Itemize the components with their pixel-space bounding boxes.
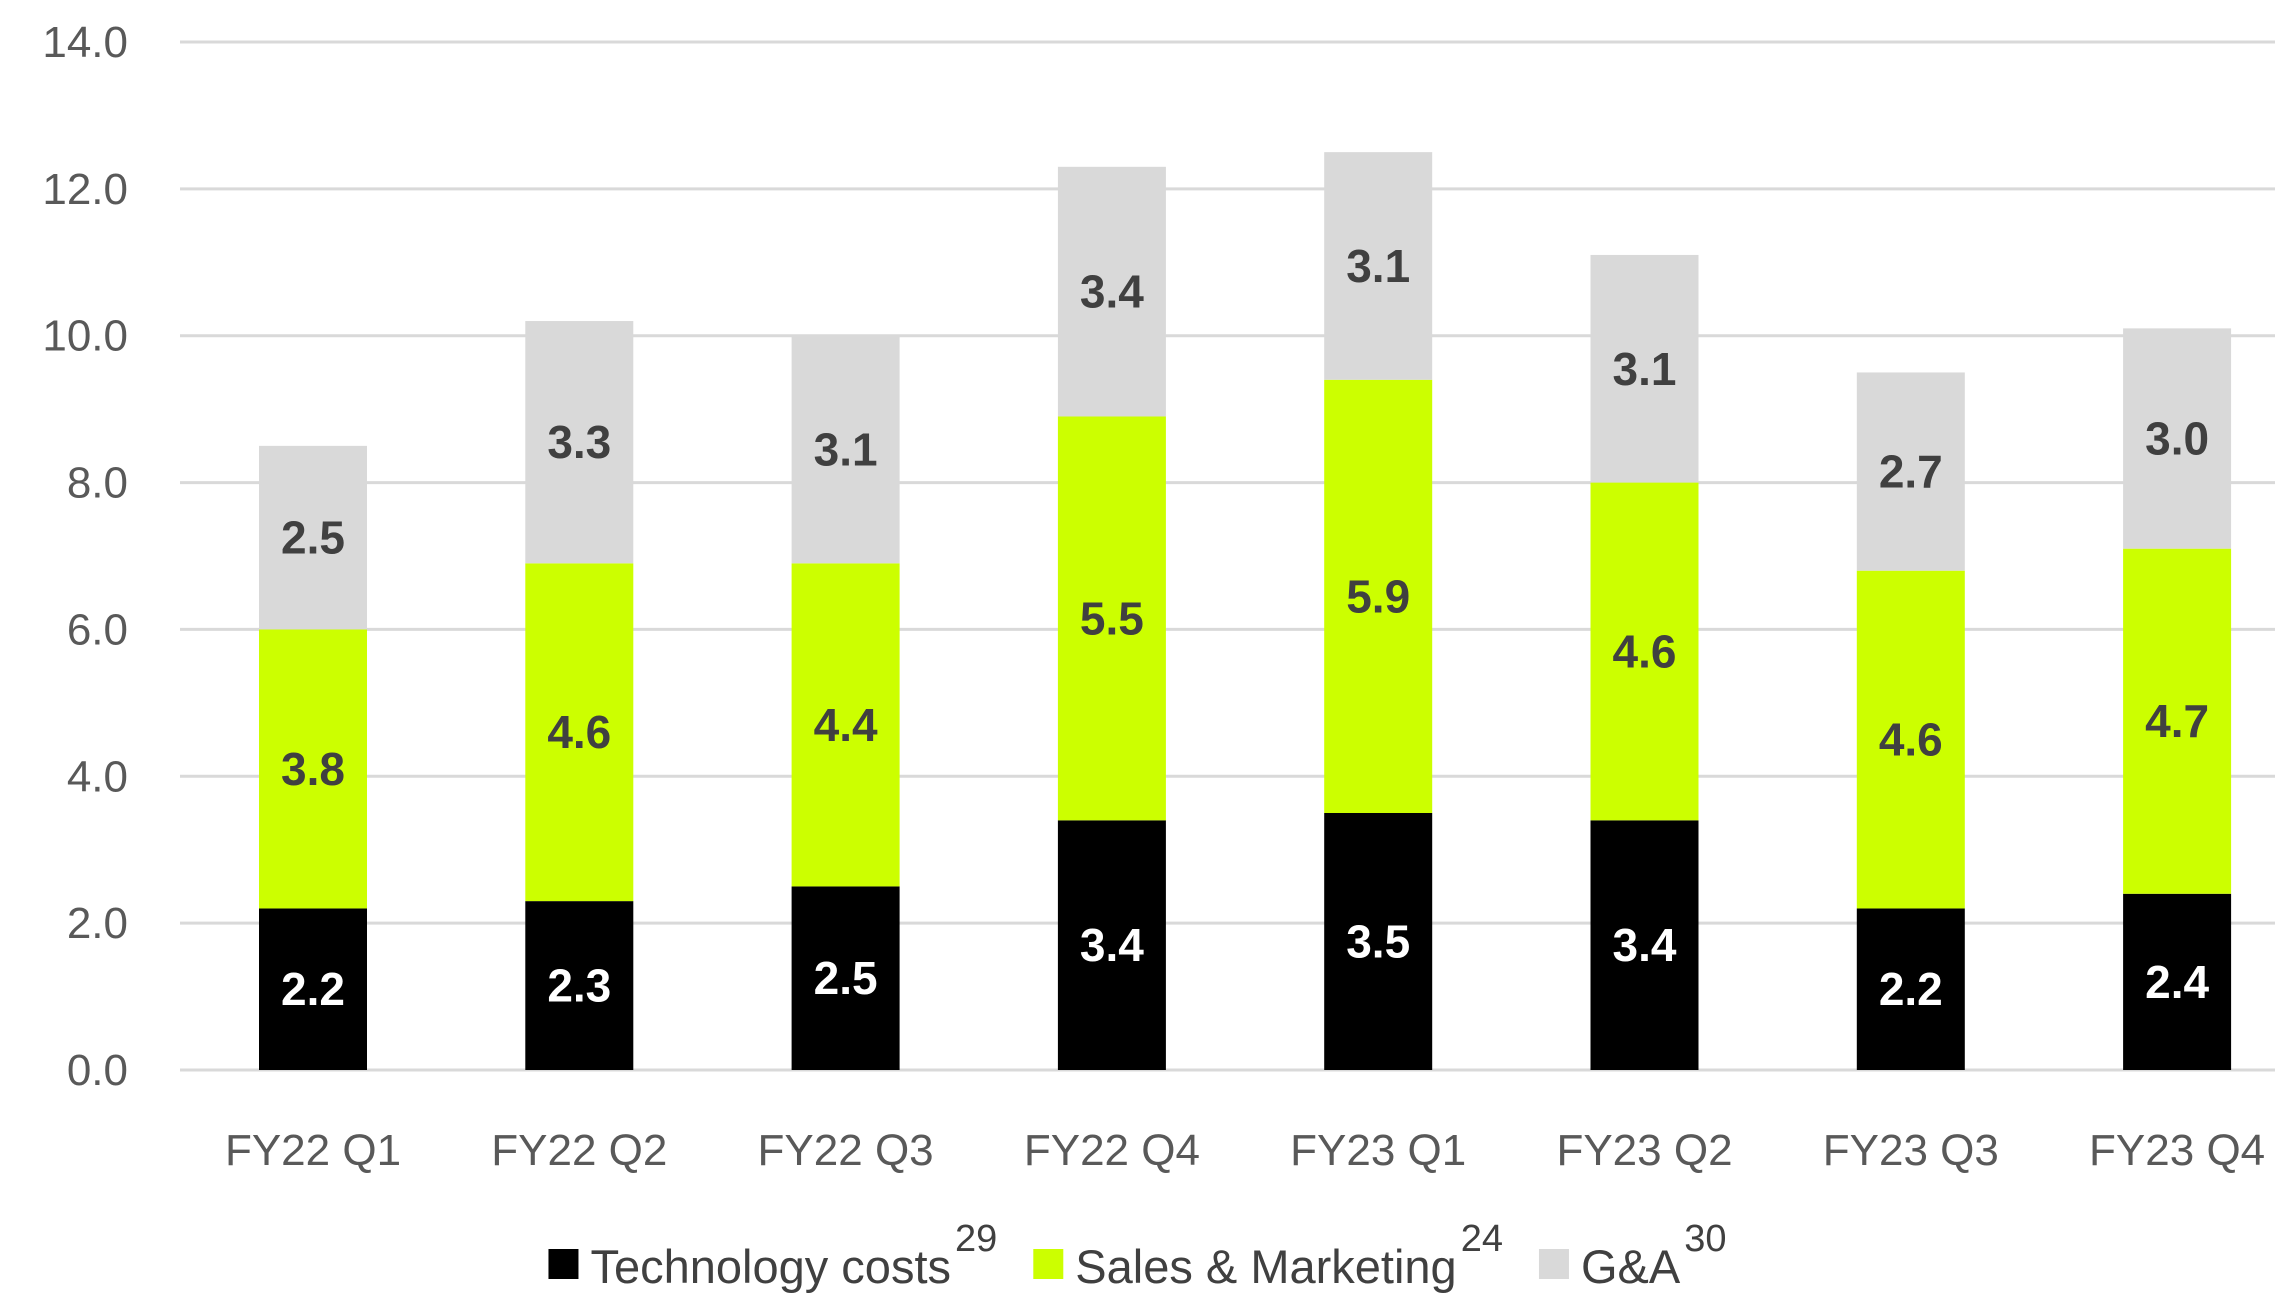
bar-segment <box>259 445 367 630</box>
data-label: 2.4 <box>2145 956 2209 1008</box>
data-label: 5.5 <box>1080 592 1144 644</box>
bar-segment <box>2123 893 2232 1070</box>
legend-label: Sales & Marketing <box>1075 1240 1456 1293</box>
x-tick-label: FY23 Q3 <box>1823 1126 1999 1175</box>
y-tick-label: 14.0 <box>42 18 128 67</box>
data-label: 3.4 <box>1080 919 1144 971</box>
bar-segment <box>1324 813 1433 1070</box>
data-label: 4.4 <box>814 699 878 751</box>
bar-segment <box>1590 820 1699 1070</box>
legend-swatch <box>1538 1249 1569 1279</box>
x-tick-label: FY23 Q2 <box>1556 1126 1732 1175</box>
legend-label: Technology costs <box>590 1240 951 1293</box>
data-label: 3.3 <box>547 416 611 468</box>
y-tick-label: 10.0 <box>42 312 128 361</box>
bar-segment <box>791 886 900 1070</box>
legend-footnote: 30 <box>1684 1218 1726 1260</box>
x-tick-label: FY22 Q4 <box>1024 1126 1200 1175</box>
data-label: 4.6 <box>1613 625 1677 677</box>
y-axis: 0.0 2.0 4.0 6.0 8.0 10.0 12.0 14.0 <box>42 18 128 1095</box>
x-tick-label: FY22 Q2 <box>491 1126 667 1175</box>
bar-segment <box>525 321 634 564</box>
data-label: 3.4 <box>1080 266 1144 318</box>
legend-footnote: 24 <box>1461 1218 1503 1260</box>
bar-segment <box>525 563 634 902</box>
data-label: 2.5 <box>281 512 345 564</box>
data-labels: 2.2 3.8 2.5 2.3 4.6 3.3 2.5 4.4 3.1 3.4 5.5 3.4 3.5 5… <box>281 240 2209 1015</box>
data-label: 3.1 <box>1346 240 1410 292</box>
bar-segment <box>1057 820 1166 1070</box>
data-label: 2.7 <box>1879 446 1943 498</box>
legend-swatch <box>1033 1249 1064 1279</box>
bar-segment <box>1856 908 1965 1070</box>
data-label: 3.0 <box>2145 413 2209 465</box>
bar-segment <box>791 563 900 887</box>
x-tick-label: FY23 Q1 <box>1290 1126 1466 1175</box>
bar-segment <box>2123 548 2232 894</box>
data-label: 3.1 <box>814 424 878 476</box>
bar-stacks <box>259 152 2232 1070</box>
y-tick-label: 6.0 <box>67 605 128 654</box>
bar-segment <box>1324 379 1433 813</box>
bar-segment <box>259 629 367 909</box>
bar-segment <box>1057 166 1166 417</box>
bar-segment <box>1324 152 1433 380</box>
bar-segment <box>1057 416 1166 821</box>
data-label: 2.2 <box>1879 963 1943 1015</box>
data-label: 3.4 <box>1613 919 1677 971</box>
bar-segment <box>2123 328 2232 549</box>
y-tick-label: 2.0 <box>67 899 128 948</box>
y-tick-label: 0.0 <box>67 1046 128 1095</box>
data-label: 5.9 <box>1346 570 1410 622</box>
legend-swatch <box>548 1249 579 1279</box>
x-tick-label: FY22 Q1 <box>225 1126 401 1175</box>
bar-segment <box>1856 372 1965 571</box>
data-label: 4.7 <box>2145 695 2209 747</box>
data-label: 3.1 <box>1613 343 1677 395</box>
x-axis: FY22 Q1 FY22 Q2 FY22 Q3 FY22 Q4 FY23 Q1 FY23 … <box>225 1126 2265 1175</box>
data-label: 4.6 <box>547 706 611 758</box>
bar-segment <box>791 335 900 564</box>
x-tick-label: FY22 Q3 <box>758 1126 934 1175</box>
data-label: 4.6 <box>1879 714 1943 766</box>
data-label: 3.5 <box>1346 916 1410 968</box>
bar-segment <box>525 901 634 1070</box>
data-label: 2.5 <box>814 952 878 1004</box>
bar-segment <box>1590 254 1699 483</box>
y-tick-label: 12.0 <box>42 165 128 214</box>
data-label: 2.2 <box>281 963 345 1015</box>
data-label: 2.3 <box>547 960 611 1012</box>
data-label: 3.8 <box>281 743 345 795</box>
bar-segment <box>1856 570 1965 909</box>
x-tick-label: FY23 Q4 <box>2089 1126 2265 1175</box>
bar-segment <box>1590 482 1699 821</box>
legend-footnote: 29 <box>955 1218 997 1260</box>
legend-label: G&A <box>1581 1240 1681 1293</box>
y-tick-label: 8.0 <box>67 459 128 508</box>
bar-segment <box>259 908 367 1070</box>
y-tick-label: 4.0 <box>67 752 128 801</box>
